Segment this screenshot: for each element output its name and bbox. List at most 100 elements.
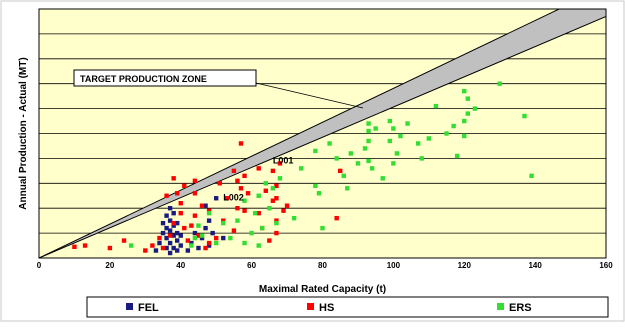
data-point-fel	[203, 225, 208, 231]
legend	[86, 296, 609, 318]
data-point-fel	[160, 230, 166, 236]
data-point-ers	[341, 173, 346, 179]
data-point-hs	[274, 196, 279, 201]
data-point-fel	[160, 220, 166, 226]
data-point-fel	[178, 243, 183, 248]
data-point-fel	[167, 206, 173, 211]
data-point-hs	[167, 233, 173, 238]
data-point-fel	[171, 233, 176, 238]
data-point-fel	[164, 235, 169, 241]
legend-label-ers: ERS	[509, 302, 532, 314]
data-point-ers	[373, 126, 378, 131]
data-point-ers	[465, 96, 470, 101]
data-point-ers	[263, 181, 268, 186]
data-point-ers	[206, 210, 212, 216]
zone-label: TARGET PRODUCTION ZONE	[80, 74, 207, 84]
annotation-l002: L002	[223, 193, 244, 203]
data-point-ers	[252, 210, 258, 216]
target-zone	[39, 9, 606, 258]
data-point-ers	[398, 133, 403, 139]
data-point-ers	[391, 126, 396, 131]
data-point-ers	[345, 186, 350, 191]
data-point-fel	[206, 243, 212, 248]
data-point-hs	[203, 245, 208, 251]
data-point-fel	[167, 218, 173, 223]
data-point-hs	[242, 173, 247, 179]
data-point-hs	[199, 203, 205, 208]
legend-marker-fel	[126, 303, 133, 310]
data-point-hs	[281, 208, 286, 213]
data-point-ers	[189, 243, 194, 248]
x-tick-label: 80	[318, 261, 327, 270]
data-point-fel	[164, 245, 169, 251]
data-point-ers	[299, 166, 304, 171]
target-zone-upper-line	[39, 9, 561, 258]
data-point-fel	[196, 245, 201, 251]
data-point-ers	[213, 240, 219, 246]
data-point-ers	[362, 146, 368, 151]
data-point-hs	[157, 235, 162, 241]
data-point-ers	[394, 151, 400, 156]
data-point-fel	[164, 225, 169, 231]
data-point-ers	[454, 153, 460, 159]
data-point-hs	[175, 191, 180, 196]
x-tick-label: 0	[37, 261, 42, 270]
target-zone-label-group: TARGET PRODUCTION ZONE	[73, 69, 364, 109]
data-point-ers	[270, 186, 276, 191]
data-point-hs	[206, 208, 212, 213]
data-point-hs	[192, 191, 198, 196]
x-tick-label: 20	[105, 261, 114, 270]
data-point-ers	[235, 218, 240, 223]
data-point-fel	[213, 196, 219, 201]
data-point-hs	[238, 141, 244, 146]
data-point-fel	[157, 240, 162, 246]
data-point-hs	[256, 210, 261, 216]
data-point-hs	[150, 243, 155, 248]
data-point-ers	[444, 131, 449, 136]
data-point-fel	[199, 235, 205, 241]
data-point-hs	[274, 183, 279, 188]
data-point-hs	[221, 218, 226, 223]
legend-items: FEL HS ERS	[126, 302, 532, 314]
annotations: L001 L002	[223, 155, 293, 202]
x-tick-label: 120	[458, 261, 472, 270]
data-point-hs	[178, 210, 183, 216]
plot-border	[38, 8, 607, 259]
data-point-hs	[231, 168, 237, 174]
data-point-hs	[267, 238, 272, 243]
data-point-ers	[366, 121, 371, 126]
data-point-fel	[153, 248, 159, 253]
data-point-hs	[192, 178, 198, 184]
data-point-fel	[210, 230, 215, 236]
data-point-ers	[291, 215, 297, 221]
data-point-fel	[167, 250, 173, 256]
data-point-hs	[338, 168, 343, 174]
data-point-ers	[274, 220, 279, 226]
data-point-ers	[391, 161, 396, 166]
data-point-fel	[185, 248, 191, 253]
legend-marker-hs	[307, 303, 314, 310]
data-point-ers	[199, 233, 205, 238]
data-point-ers	[316, 191, 322, 196]
data-point-fel	[206, 218, 212, 223]
data-point-ers	[267, 206, 272, 211]
x-tick-labels: 0 20 40 60 80 100 120 140 160	[37, 261, 613, 270]
data-point-hs	[245, 191, 251, 196]
data-point-hs	[231, 228, 237, 233]
data-point-ers	[465, 111, 470, 116]
data-point-hs	[164, 193, 169, 198]
x-tick-label: 100	[387, 261, 401, 270]
annotation-l001: L001	[273, 155, 294, 165]
data-point-ers	[366, 128, 371, 134]
data-point-fel	[164, 213, 169, 218]
data-point-ers	[369, 166, 375, 171]
data-point-hs	[185, 238, 191, 243]
data-point-ers	[228, 235, 233, 241]
data-point-hs	[242, 208, 247, 213]
data-point-ers	[462, 118, 467, 124]
data-point-hs	[196, 233, 201, 238]
data-point-fel	[203, 203, 208, 208]
data-point-ers	[433, 103, 439, 109]
